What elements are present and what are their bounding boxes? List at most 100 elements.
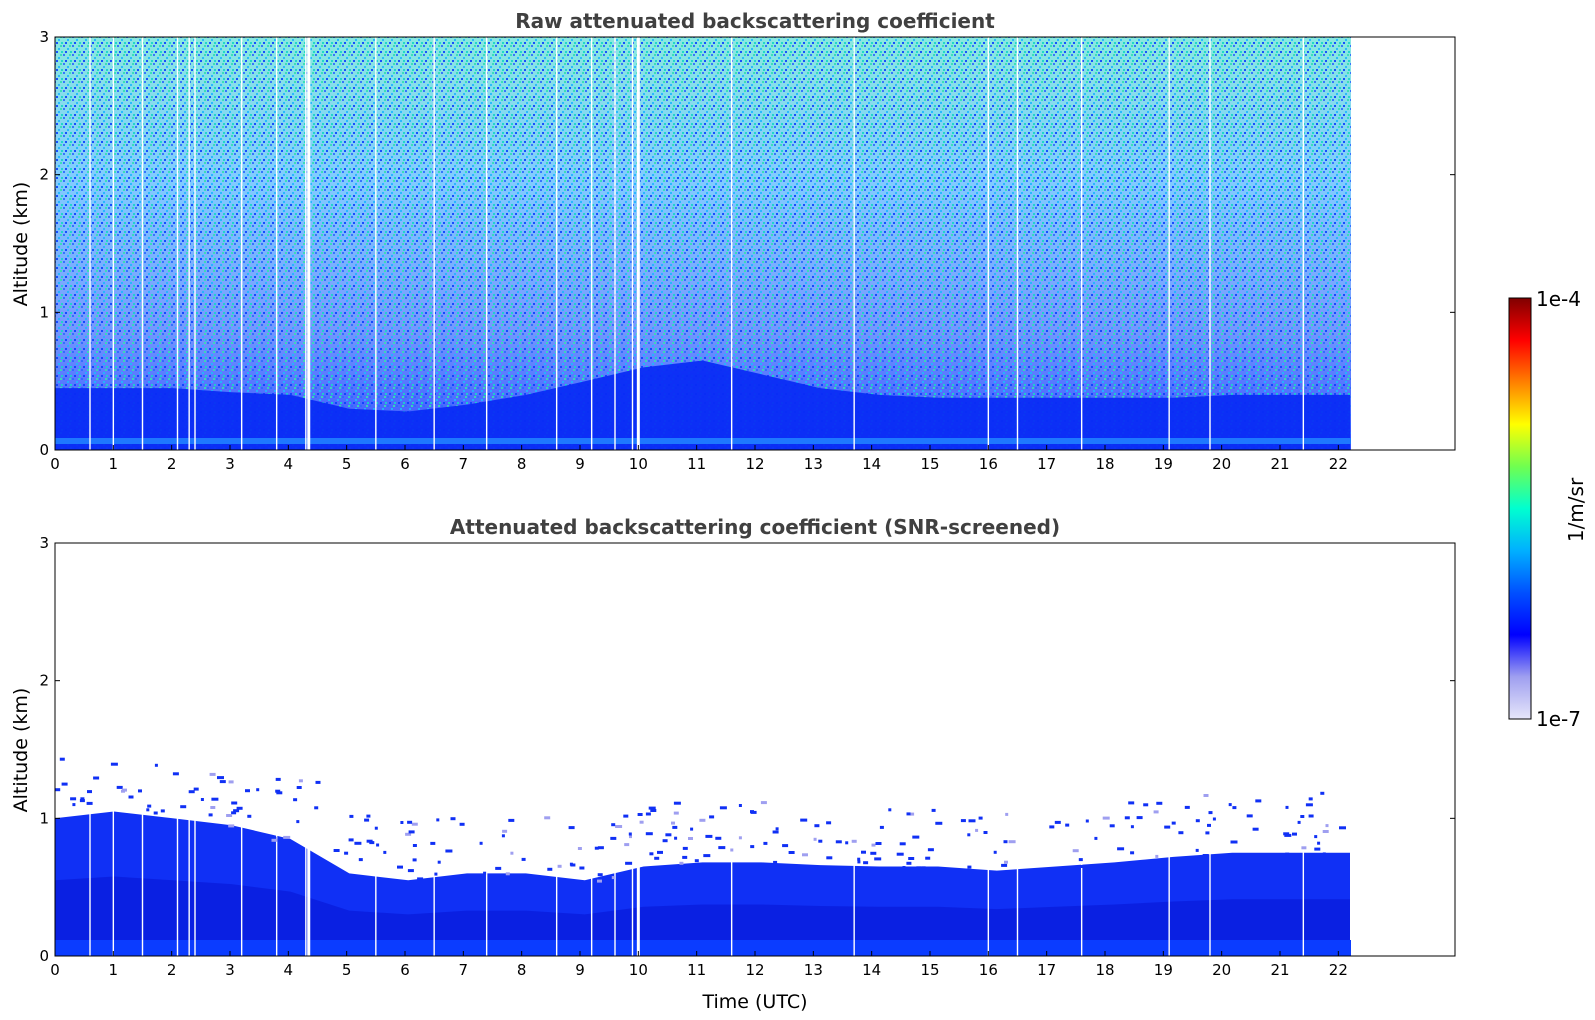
noise-speck: [910, 812, 915, 816]
heatmap-layer: [55, 543, 1351, 956]
x-tick-label: 20: [1212, 961, 1231, 979]
noise-speck: [1130, 825, 1134, 829]
noise-speck: [1178, 831, 1184, 835]
noise-speck: [925, 856, 931, 860]
noise-speck: [1130, 851, 1135, 855]
noise-speck: [1322, 852, 1326, 856]
noise-speck: [200, 798, 204, 801]
x-tick-label: 11: [687, 455, 706, 473]
noise-speck: [782, 844, 789, 848]
noise-speck: [826, 856, 833, 860]
noise-speck: [611, 823, 616, 827]
noise-speck: [835, 840, 842, 844]
noise-speck: [93, 776, 100, 780]
heatmap-layer: [55, 37, 1351, 450]
noise-speck: [256, 788, 260, 792]
noise-speck: [231, 801, 238, 805]
x-tick-label: 2: [167, 961, 177, 979]
noise-speck: [508, 818, 515, 822]
colorbar-min-label: 1e-7: [1536, 707, 1581, 731]
noise-speck: [209, 772, 216, 776]
noise-speck: [1207, 823, 1211, 827]
x-axis-ticks: 0 1 2 3 4 5 6 7 8 9 10 11 12 13 14 15 16 17 18 19 20 21 22: [50, 445, 1348, 473]
noise-speck: [802, 853, 808, 857]
x-tick-label: 3: [225, 961, 235, 979]
noise-speck: [908, 857, 915, 860]
noise-speck: [1314, 847, 1321, 851]
noise-speck: [750, 845, 755, 849]
noise-speck: [1212, 817, 1216, 821]
noise-speck: [247, 814, 252, 818]
noise-speck: [147, 804, 152, 808]
noise-speck: [637, 813, 643, 816]
noise-speck: [623, 814, 629, 818]
noise-speck: [275, 777, 281, 781]
noise-speck: [276, 791, 283, 795]
noise-speck: [719, 806, 727, 810]
noise-speck: [694, 859, 699, 863]
noise-speck: [87, 790, 92, 794]
noise-speck: [931, 808, 936, 812]
noise-speck: [271, 838, 278, 842]
noise-speck: [333, 849, 340, 852]
noise-speck: [967, 865, 972, 869]
noise-speck: [718, 846, 726, 850]
noise-speck: [1195, 819, 1200, 823]
noise-speck: [845, 841, 849, 845]
noise-speck: [1292, 832, 1297, 836]
noise-speck: [738, 804, 742, 807]
noise-speck: [180, 805, 187, 809]
x-tick-label: 1: [109, 455, 119, 473]
noise-speck: [615, 825, 623, 828]
noise-speck: [611, 876, 615, 880]
noise-speck: [800, 818, 808, 822]
noise-speck: [521, 857, 526, 861]
noise-speck: [654, 856, 660, 860]
noise-speck: [412, 844, 417, 847]
noise-speck: [1301, 846, 1307, 850]
x-tick-label: 15: [920, 455, 939, 473]
noise-speck: [568, 826, 575, 830]
noise-speck: [1065, 823, 1070, 827]
noise-speck: [437, 860, 441, 864]
near-surface-layer: [55, 438, 1351, 444]
noise-speck: [348, 838, 354, 842]
noise-speck: [975, 828, 979, 832]
noise-speck: [927, 848, 934, 852]
noise-speck: [417, 877, 424, 881]
noise-speck: [408, 830, 415, 834]
noise-speck: [1109, 824, 1115, 828]
noise-speck: [121, 789, 125, 793]
noise-speck: [502, 829, 508, 833]
noise-speck: [1164, 825, 1171, 829]
y-tick-label: 2: [39, 166, 49, 184]
noise-speck: [1305, 803, 1313, 807]
colorbar-unit-label: 1/m/sr: [1564, 477, 1588, 542]
noise-speck: [594, 846, 599, 850]
x-tick-label: 17: [1037, 961, 1056, 979]
data-gap-lines: [89, 37, 1305, 450]
noise-speck: [861, 850, 866, 854]
noise-speck: [226, 814, 233, 817]
x-tick-label: 8: [517, 961, 527, 979]
noise-speck: [645, 832, 653, 836]
x-tick-label: 1: [109, 961, 119, 979]
y-tick-label: 3: [39, 534, 49, 552]
noise-speck: [1005, 812, 1009, 816]
noise-speck: [86, 801, 93, 805]
noise-speck: [1246, 814, 1253, 818]
noise-speck: [128, 795, 134, 799]
y-axis-label: Altitude (km): [10, 688, 32, 813]
noise-speck: [629, 835, 632, 839]
noise-speck: [1003, 840, 1008, 844]
noise-speck: [730, 848, 734, 852]
noise-speck: [772, 830, 779, 834]
noise-speck: [682, 855, 688, 859]
noise-speck: [505, 872, 510, 876]
noise-speck: [763, 841, 768, 845]
noise-speck: [116, 785, 123, 789]
noise-speck: [597, 879, 602, 883]
noise-speck: [1094, 836, 1098, 840]
noise-speck: [217, 776, 224, 780]
noise-speck: [715, 836, 722, 840]
